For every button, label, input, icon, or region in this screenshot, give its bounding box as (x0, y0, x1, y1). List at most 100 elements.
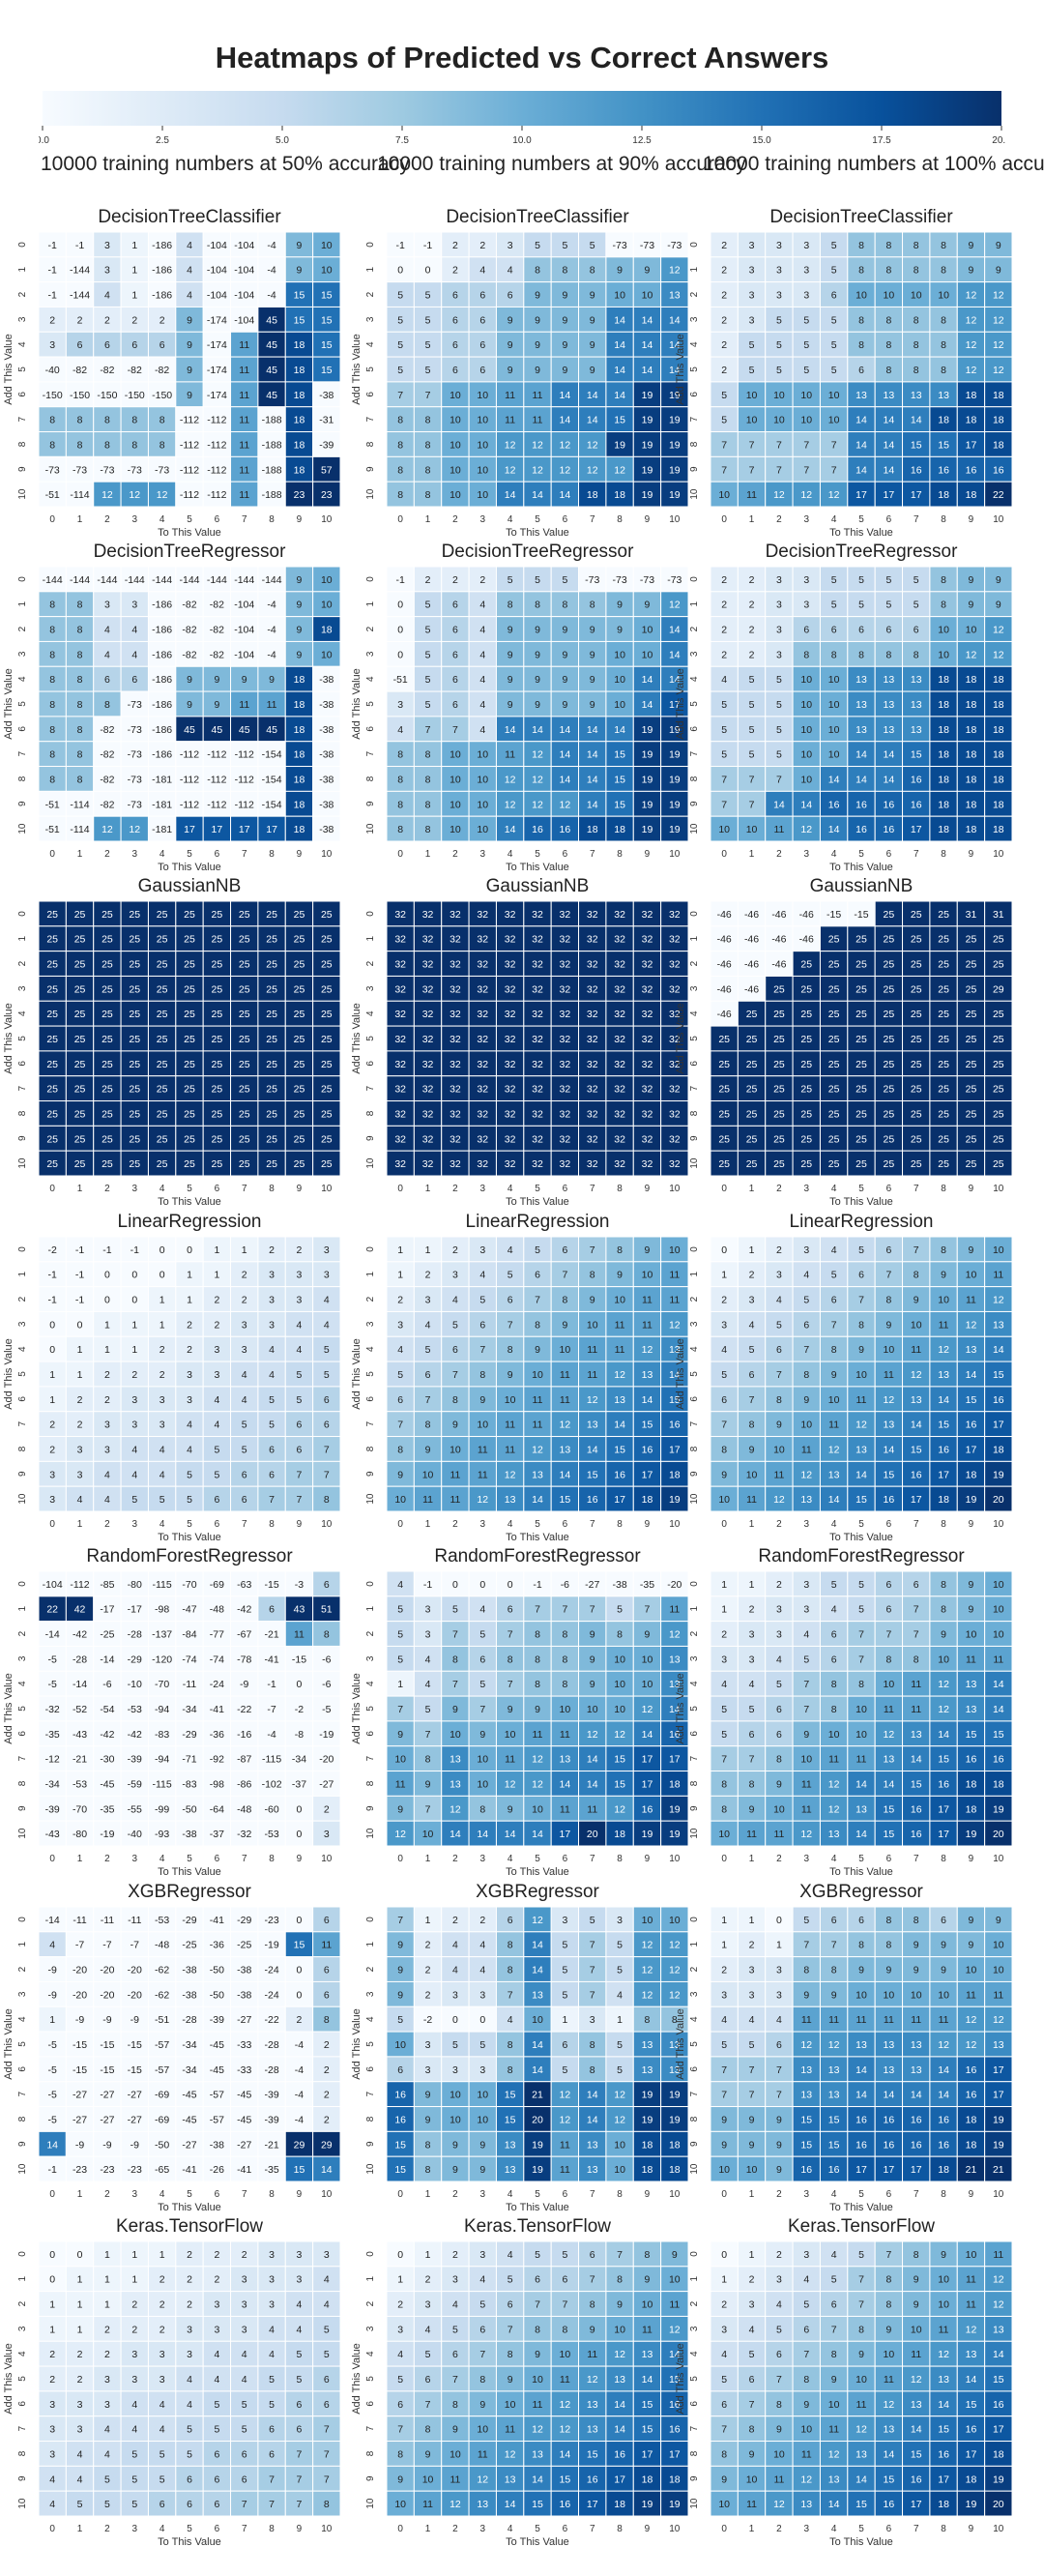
cell-label: 5 (425, 365, 431, 376)
cell-label: 5 (721, 724, 727, 736)
cell-label: 25 (239, 1158, 250, 1170)
cell-label: 17 (911, 489, 922, 501)
cell-label: 4 (187, 2374, 192, 2386)
cell-label: 1 (749, 1244, 755, 1256)
cell-label: -4 (295, 2090, 304, 2101)
cell-label: 5 (831, 339, 837, 351)
cell-label: 32 (560, 1133, 571, 1145)
cell-label: 12 (532, 1778, 543, 1790)
cell-label: -82 (100, 724, 114, 736)
cell-label: 25 (993, 1108, 1004, 1120)
cell-label: 19 (669, 1803, 681, 1815)
cell-label: 13 (911, 699, 922, 711)
cell-label: 25 (74, 1059, 86, 1070)
heatmap-cell (38, 231, 67, 258)
cell-label: 8 (831, 649, 837, 660)
heatmap-title: GaussianNB (810, 876, 914, 896)
cell-label: -38 (237, 1989, 251, 2001)
x-tick-label: 2 (776, 1519, 782, 1530)
cell-label: 11 (993, 1270, 1003, 1281)
cell-label: -39 (264, 2090, 278, 2101)
cell-label: -144 (152, 574, 172, 586)
cell-label: 7 (885, 1270, 891, 1281)
cell-label: 2 (397, 1295, 403, 1306)
cell-label: 14 (856, 464, 867, 476)
cell-label: 8 (562, 1654, 567, 1665)
cell-label: 8 (562, 1679, 567, 1690)
y-tick-label: 10 (365, 2163, 376, 2175)
cell-label: 2 (77, 1420, 83, 1431)
cell-label: -10 (128, 1679, 142, 1690)
cell-label: 25 (828, 1158, 840, 1170)
cell-label: 7 (425, 390, 431, 401)
cell-label: 18 (993, 699, 1004, 711)
cell-label: 3 (214, 2324, 219, 2335)
cell-label: -45 (237, 2090, 251, 2101)
cell-label: 7 (479, 1344, 485, 1356)
cell-label: 3 (749, 1629, 755, 1641)
cell-label: 9 (969, 265, 974, 277)
cell-label: 9 (562, 699, 567, 711)
cell-label: 1 (104, 1319, 110, 1331)
cell-label: 9 (941, 1629, 946, 1641)
cell-label: 17 (911, 2164, 922, 2176)
cell-label: 8 (941, 600, 946, 611)
y-tick-label: 8 (365, 2116, 376, 2122)
cell-label: 25 (828, 1009, 840, 1020)
cell-label: -144 (234, 574, 254, 586)
cell-label: 4 (214, 1420, 219, 1431)
cell-label: 4 (425, 1679, 431, 1690)
cell-label: 18 (294, 724, 305, 736)
cell-label: 7 (590, 1244, 595, 1256)
cell-label: 10 (394, 1494, 406, 1506)
cell-label: 25 (773, 1133, 785, 1145)
cell-label: 5 (803, 339, 809, 351)
y-axis-label: Add This Value (675, 1673, 686, 1744)
cell-label: 18 (993, 1778, 1004, 1790)
cell-label: -9 (48, 1989, 57, 2001)
cell-label: 3 (749, 1295, 755, 1306)
cell-label: 18 (294, 824, 305, 835)
y-tick-label: 1 (365, 267, 376, 273)
cell-label: 4 (160, 2399, 165, 2411)
cell-label: 32 (587, 1158, 598, 1170)
cell-label: 3 (324, 1244, 330, 1256)
cell-label: 9 (590, 1629, 595, 1641)
cell-label: 10 (884, 1679, 895, 1690)
cell-label: 7 (721, 2064, 727, 2076)
cell-label: 11 (321, 1940, 332, 1951)
cell-label: 15 (800, 2139, 812, 2151)
cell-label: 21 (532, 2090, 543, 2101)
cell-label: -98 (155, 1604, 169, 1616)
cell-label: -82 (128, 365, 142, 376)
cell-label: 12 (884, 1729, 895, 1741)
cell-label: 8 (425, 2164, 431, 2176)
x-tick-label: 7 (590, 1519, 595, 1530)
x-tick-label: 1 (425, 849, 431, 860)
cell-label: -8 (295, 1729, 304, 1741)
cell-label: -23 (128, 2164, 142, 2176)
x-axis-label: To This Value (158, 1532, 221, 1543)
x-tick-label: 8 (617, 849, 623, 860)
cell-label: 13 (911, 2039, 922, 2051)
cell-label: 25 (911, 934, 922, 946)
cell-label: 8 (49, 749, 55, 761)
x-tick-label: 6 (886, 1519, 892, 1530)
x-tick-label: 1 (749, 1854, 755, 1864)
cell-label: 0 (104, 1270, 110, 1281)
cell-label: -69 (210, 1579, 224, 1591)
cell-label: 3 (104, 600, 110, 611)
y-tick-label: 10 (689, 823, 700, 834)
cell-label: 21 (993, 2164, 1004, 2176)
cell-label: -27 (100, 2114, 114, 2125)
cell-label: 14 (587, 724, 598, 736)
heatmap-cell (230, 306, 259, 333)
cell-label: -24 (210, 1679, 224, 1690)
cell-label: 11 (911, 1704, 921, 1715)
x-tick-label: 1 (77, 849, 83, 860)
cell-label: 6 (831, 1654, 837, 1665)
cell-label: -46 (717, 1009, 732, 1020)
cell-label: 25 (800, 1059, 812, 1070)
heatmap-cell (202, 356, 232, 383)
cell-label: 1 (131, 1344, 137, 1356)
